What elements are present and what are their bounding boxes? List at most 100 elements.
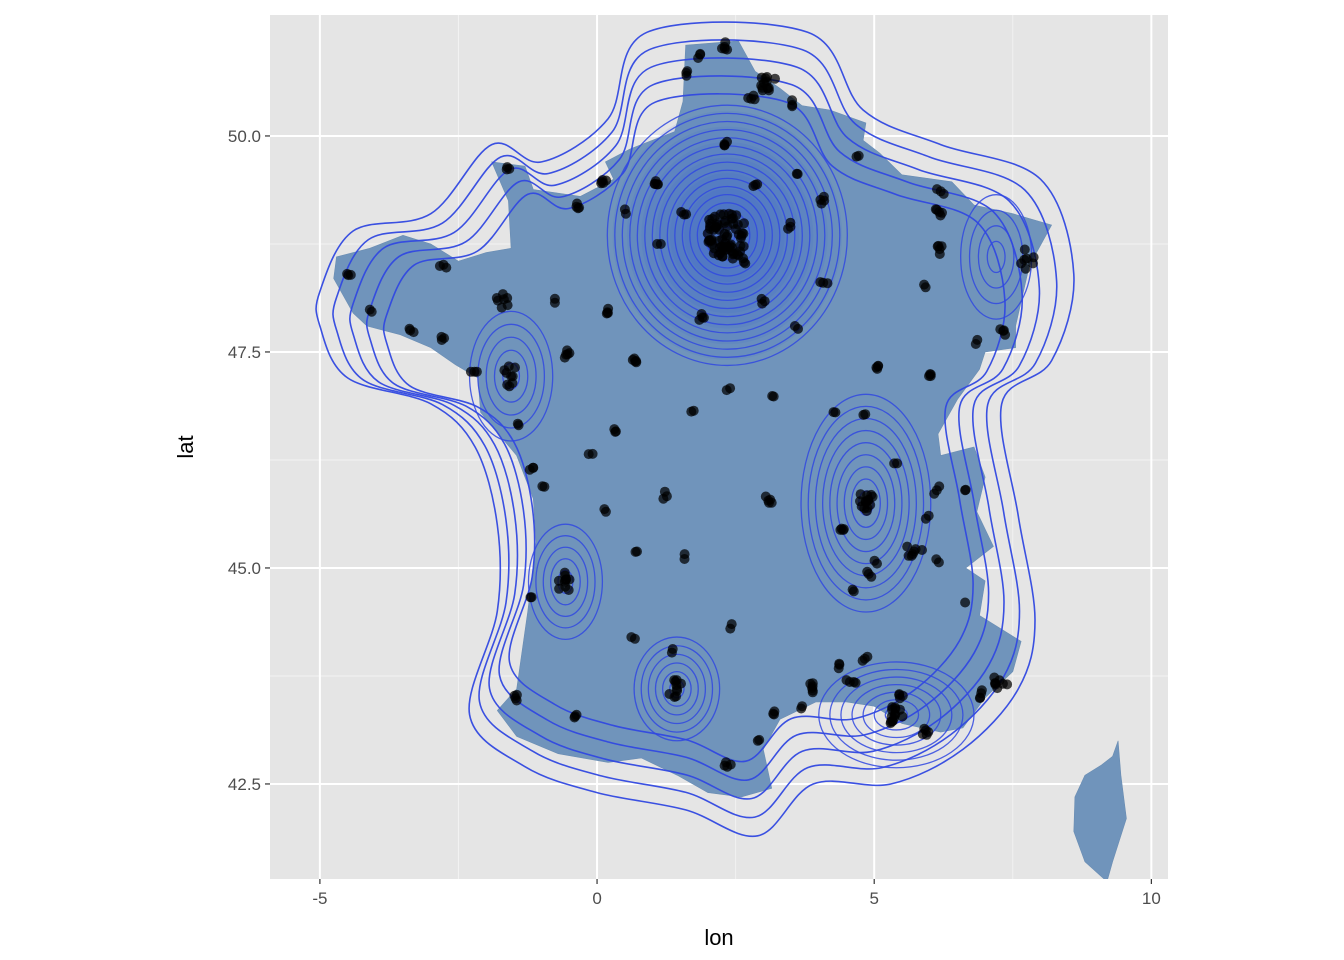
city-point — [998, 325, 1009, 336]
city-point — [501, 164, 512, 175]
contour-ring — [527, 523, 604, 641]
city-point — [834, 658, 845, 669]
city-point — [934, 249, 945, 259]
city-point — [925, 369, 935, 380]
y-axis-title: lat — [173, 435, 198, 458]
contour-envelope — [332, 39, 1058, 819]
city-point — [719, 140, 730, 151]
city-point — [796, 703, 807, 714]
city-point — [935, 210, 946, 221]
city-point — [851, 151, 862, 162]
city-point — [841, 675, 852, 686]
city-point — [770, 73, 780, 84]
city-point — [503, 361, 514, 372]
city-point — [599, 504, 610, 515]
city-point — [960, 484, 971, 495]
contour-ring — [535, 535, 596, 629]
contour-ring — [818, 661, 975, 769]
contour-envelope — [315, 21, 1075, 838]
contour-envelope — [382, 93, 1006, 763]
city-point — [629, 633, 640, 644]
city-points — [342, 37, 1039, 772]
city-point — [596, 178, 607, 189]
map-corsica — [1073, 740, 1127, 879]
city-point — [569, 712, 580, 723]
city-point — [658, 493, 669, 504]
city-point — [970, 339, 981, 349]
city-point — [858, 409, 869, 420]
city-point — [502, 293, 513, 303]
city-point — [1020, 263, 1031, 274]
city-point — [976, 685, 987, 696]
city-point — [601, 308, 612, 319]
city-point — [667, 644, 678, 654]
city-point — [894, 693, 905, 704]
contour-ring — [647, 653, 707, 725]
city-point — [752, 179, 763, 190]
contour-ring — [633, 636, 721, 742]
city-point — [735, 240, 746, 251]
contour-ring — [851, 683, 942, 746]
city-point — [537, 481, 548, 492]
city-point — [729, 248, 739, 259]
city-point — [562, 345, 573, 356]
city-point — [720, 37, 731, 48]
x-tick-label: 0 — [592, 889, 601, 908]
city-point — [902, 541, 913, 552]
city-point — [366, 306, 377, 317]
city-point — [919, 723, 930, 734]
contour-ring — [485, 336, 537, 416]
city-point — [759, 296, 770, 307]
contour-ring — [850, 478, 881, 529]
city-point — [793, 323, 803, 334]
contour-ring — [640, 645, 714, 733]
city-point — [907, 549, 918, 559]
city-point — [679, 554, 690, 564]
contour-ring — [661, 670, 692, 707]
city-point — [721, 385, 732, 396]
city-point — [766, 497, 777, 508]
city-point — [754, 734, 765, 745]
city-point — [526, 592, 537, 603]
city-point — [838, 525, 849, 536]
city-point — [756, 72, 767, 83]
city-point — [887, 716, 898, 726]
contour-ring — [654, 662, 699, 716]
city-point — [897, 711, 908, 722]
city-point — [688, 405, 699, 416]
contour-ring — [840, 676, 953, 754]
city-point — [791, 168, 802, 179]
city-point — [923, 510, 934, 521]
city-point — [711, 221, 722, 232]
city-point — [768, 708, 779, 719]
city-point — [630, 546, 641, 557]
city-point — [934, 481, 945, 492]
city-point — [721, 231, 732, 242]
contour-envelope — [349, 57, 1041, 800]
city-point — [511, 689, 522, 700]
contour-ring — [681, 185, 773, 285]
city-point — [696, 309, 707, 319]
city-point — [471, 366, 482, 377]
contour-ring — [986, 240, 1006, 274]
city-point — [554, 583, 565, 594]
city-point — [583, 449, 594, 460]
city-point — [960, 597, 971, 608]
city-point — [404, 323, 415, 334]
contour-ring — [807, 405, 925, 601]
city-point — [609, 424, 620, 435]
city-point — [740, 258, 751, 269]
city-point — [997, 678, 1008, 689]
city-point — [848, 586, 859, 597]
city-point — [721, 757, 731, 768]
city-point — [865, 499, 876, 510]
city-point — [549, 293, 560, 304]
city-point — [807, 687, 818, 698]
x-tick-label: 5 — [869, 889, 878, 908]
city-point — [695, 49, 706, 60]
city-point — [724, 208, 734, 219]
city-point — [436, 331, 447, 342]
city-point — [872, 363, 883, 374]
city-point — [933, 557, 944, 568]
city-point — [974, 693, 985, 704]
